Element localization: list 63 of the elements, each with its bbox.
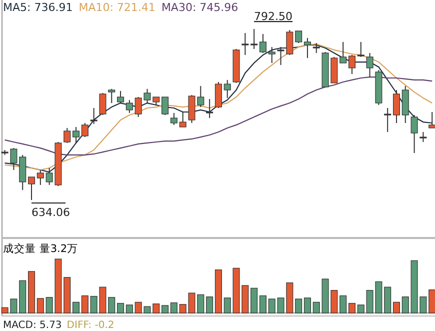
bar [19,280,26,314]
bar [214,270,222,314]
candlestick [392,89,400,124]
candlestick [170,112,178,126]
candlestick [162,96,169,116]
bar [206,296,214,314]
chart-title: 成交量 量3.2万 [3,242,78,255]
bar [64,277,71,314]
bar [28,271,36,314]
candlestick [90,108,98,124]
bar [126,304,133,314]
bar [392,302,400,314]
candlestick [206,98,214,119]
candlestick [340,41,347,64]
candlestick [420,131,427,142]
text: DIFF: -0.2 [66,320,114,331]
text: 792.50 [254,10,293,23]
candlestick [384,108,392,132]
bar [36,298,44,314]
candlestick [357,41,364,58]
candlestick [268,46,276,64]
candlestick [64,127,71,144]
candlestick [126,100,133,114]
bar [384,286,392,314]
text: MA10: 721.41 [78,1,156,14]
bar [170,302,178,314]
candlestick [81,122,88,138]
bar [295,298,302,314]
candlestick [99,92,106,116]
candlestick [179,111,186,128]
bar [259,295,266,314]
candlestick [214,81,222,109]
bar [72,302,80,314]
candlestick [410,114,418,154]
candlestick [117,90,124,104]
text: 634.06 [32,206,70,219]
candlestick [366,52,374,78]
bar [428,289,435,314]
candlestick [295,30,302,44]
candlestick [312,42,320,54]
bar [402,296,409,314]
candlestick [28,176,36,200]
candlestick [428,111,435,128]
bar [348,302,356,314]
candlestick [259,33,266,54]
candlestick [348,54,356,75]
bar [117,302,124,314]
bar [250,288,258,314]
text: MA30: 745.96 [161,1,238,14]
bar [357,304,364,314]
bar [304,298,311,314]
candlestick [250,28,258,50]
candlestick [108,88,116,104]
text: MACD: 5.73 [3,320,62,331]
bar [340,295,347,314]
bar [81,295,88,314]
text: MA5: 736.91 [3,1,73,14]
candlestick [72,126,80,144]
bar [162,305,169,314]
candlestick [224,79,231,98]
candlestick [242,32,249,56]
candlestick [36,169,44,186]
candlestick [304,37,311,59]
